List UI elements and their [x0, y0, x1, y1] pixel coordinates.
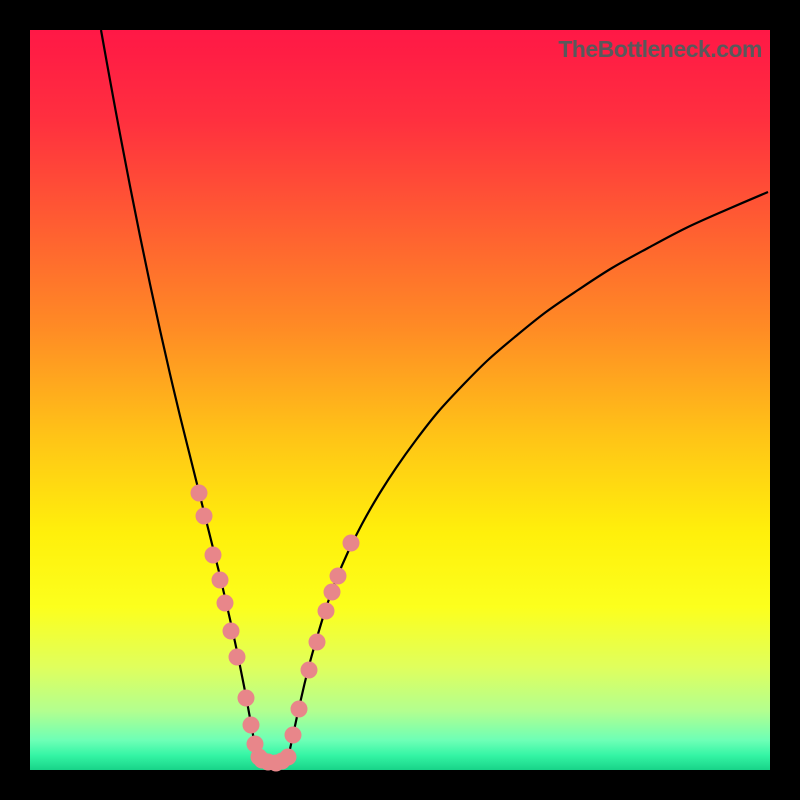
data-marker [196, 508, 213, 525]
data-marker [229, 649, 246, 666]
watermark-label: TheBottleneck.com [558, 36, 762, 63]
data-marker [205, 547, 222, 564]
data-marker [217, 595, 234, 612]
bottleneck-curve [30, 30, 770, 770]
data-marker [330, 568, 347, 585]
data-marker [223, 623, 240, 640]
data-marker [243, 717, 260, 734]
data-marker [309, 634, 326, 651]
data-marker [212, 572, 229, 589]
data-marker [343, 535, 360, 552]
plot-area: TheBottleneck.com [30, 30, 770, 770]
data-marker [324, 584, 341, 601]
data-marker [318, 603, 335, 620]
chart-container: TheBottleneck.com [0, 0, 800, 800]
data-marker [191, 485, 208, 502]
data-marker [291, 701, 308, 718]
data-marker [280, 749, 297, 766]
data-marker [301, 662, 318, 679]
data-marker [285, 727, 302, 744]
data-markers [191, 485, 360, 772]
data-marker [238, 690, 255, 707]
